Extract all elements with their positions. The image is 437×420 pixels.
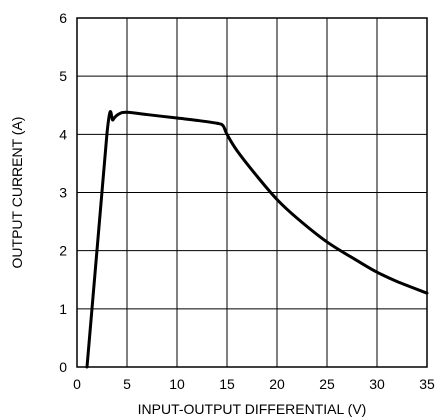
y-tick-label: 3	[59, 185, 67, 201]
x-tick-label: 20	[269, 376, 285, 392]
x-tick-label: 10	[169, 376, 185, 392]
x-tick-label: 15	[219, 376, 235, 392]
x-axis-tick-labels: 0 5 10 15 20 25 30 35	[73, 376, 435, 392]
x-tick-label: 5	[123, 376, 131, 392]
y-tick-label: 1	[59, 301, 67, 317]
y-tick-label: 4	[59, 126, 67, 142]
x-tick-label: 30	[369, 376, 385, 392]
y-axis-title: OUTPUT CURRENT (A)	[9, 117, 25, 269]
grid-lines	[77, 18, 427, 367]
x-axis-title: INPUT-OUTPUT DIFFERENTIAL (V)	[138, 401, 367, 417]
y-tick-label: 6	[59, 10, 67, 26]
y-axis-tick-labels: 0 1 2 3 4 5 6	[59, 10, 67, 375]
series-line-output-current	[85, 110, 429, 369]
y-tick-label: 0	[59, 359, 67, 375]
y-tick-label: 5	[59, 68, 67, 84]
x-tick-label: 35	[419, 376, 435, 392]
x-tick-label: 25	[319, 376, 335, 392]
plot-area-frame	[76, 17, 428, 368]
x-tick-label: 0	[73, 376, 81, 392]
y-tick-label: 2	[59, 243, 67, 259]
